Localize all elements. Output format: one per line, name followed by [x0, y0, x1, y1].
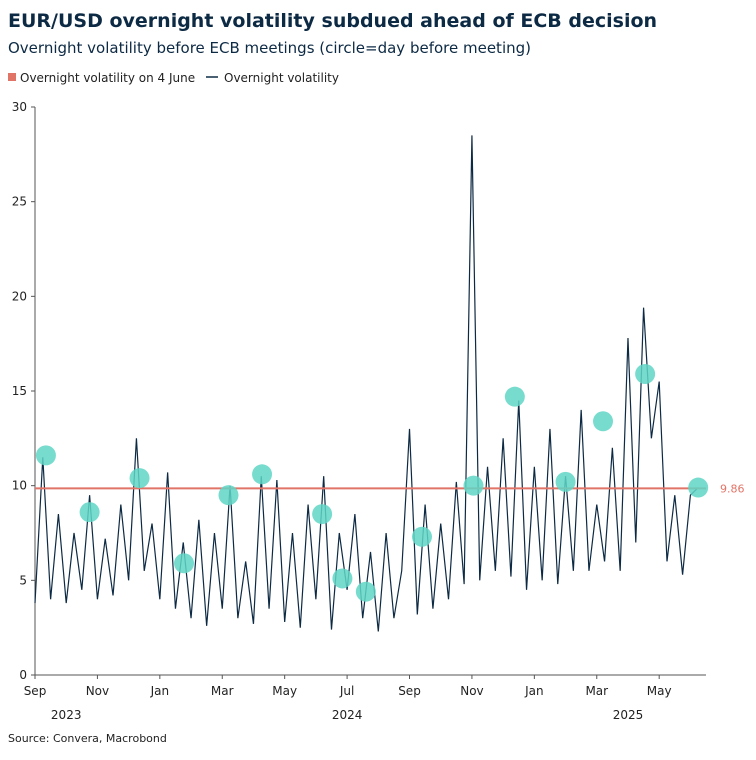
y-tick-label: 30 [12, 100, 27, 114]
y-tick-label: 0 [19, 668, 27, 682]
x-tick-label: May [272, 684, 297, 698]
y-tick-label: 5 [19, 573, 27, 587]
x-tick-label: Jul [339, 684, 354, 698]
year-label: 2024 [332, 708, 363, 722]
reference-label: 9.86 [720, 482, 745, 495]
y-tick-label: 10 [12, 479, 27, 493]
source: Source: Convera, Macrobond [8, 732, 167, 745]
meeting-marker [355, 581, 376, 602]
meeting-marker [593, 411, 614, 432]
legend-label: Overnight volatility on 4 June [20, 71, 195, 85]
meeting-marker [129, 468, 150, 489]
legend-swatch [8, 73, 16, 81]
legend-label: Overnight volatility [224, 71, 339, 85]
meeting-marker [79, 502, 100, 523]
meeting-marker [463, 475, 484, 496]
line [34, 135, 699, 632]
meeting-marker [504, 386, 525, 407]
y-tick-label: 15 [12, 384, 27, 398]
x-tick-label: Jan [150, 684, 170, 698]
meeting-marker [218, 485, 239, 506]
x-tick-label: Sep [24, 684, 47, 698]
chart-title: EUR/USD overnight volatility subdued ahe… [8, 10, 657, 32]
meeting-marker [332, 568, 353, 589]
x-tick-label: Jan [524, 684, 544, 698]
meeting-marker [555, 471, 576, 492]
x-tick-label: Nov [86, 684, 109, 698]
meeting-marker [174, 553, 195, 574]
x-tick-label: May [647, 684, 672, 698]
meeting-marker [688, 477, 709, 498]
x-tick-label: Nov [460, 684, 483, 698]
meeting-marker [35, 445, 56, 466]
year-label: 2023 [51, 708, 82, 722]
meeting-marker [312, 504, 333, 525]
x-tick-label: Mar [585, 684, 608, 698]
x-tick-label: Mar [211, 684, 234, 698]
x-tick-label: Sep [398, 684, 421, 698]
y-tick-label: 25 [12, 195, 27, 209]
chart-subtitle: Overnight volatility before ECB meetings… [8, 39, 531, 57]
meeting-marker [411, 526, 432, 547]
year-label: 2025 [613, 708, 644, 722]
meeting-marker [635, 363, 656, 384]
y-tick-label: 20 [12, 289, 27, 303]
meeting-marker [252, 464, 273, 485]
